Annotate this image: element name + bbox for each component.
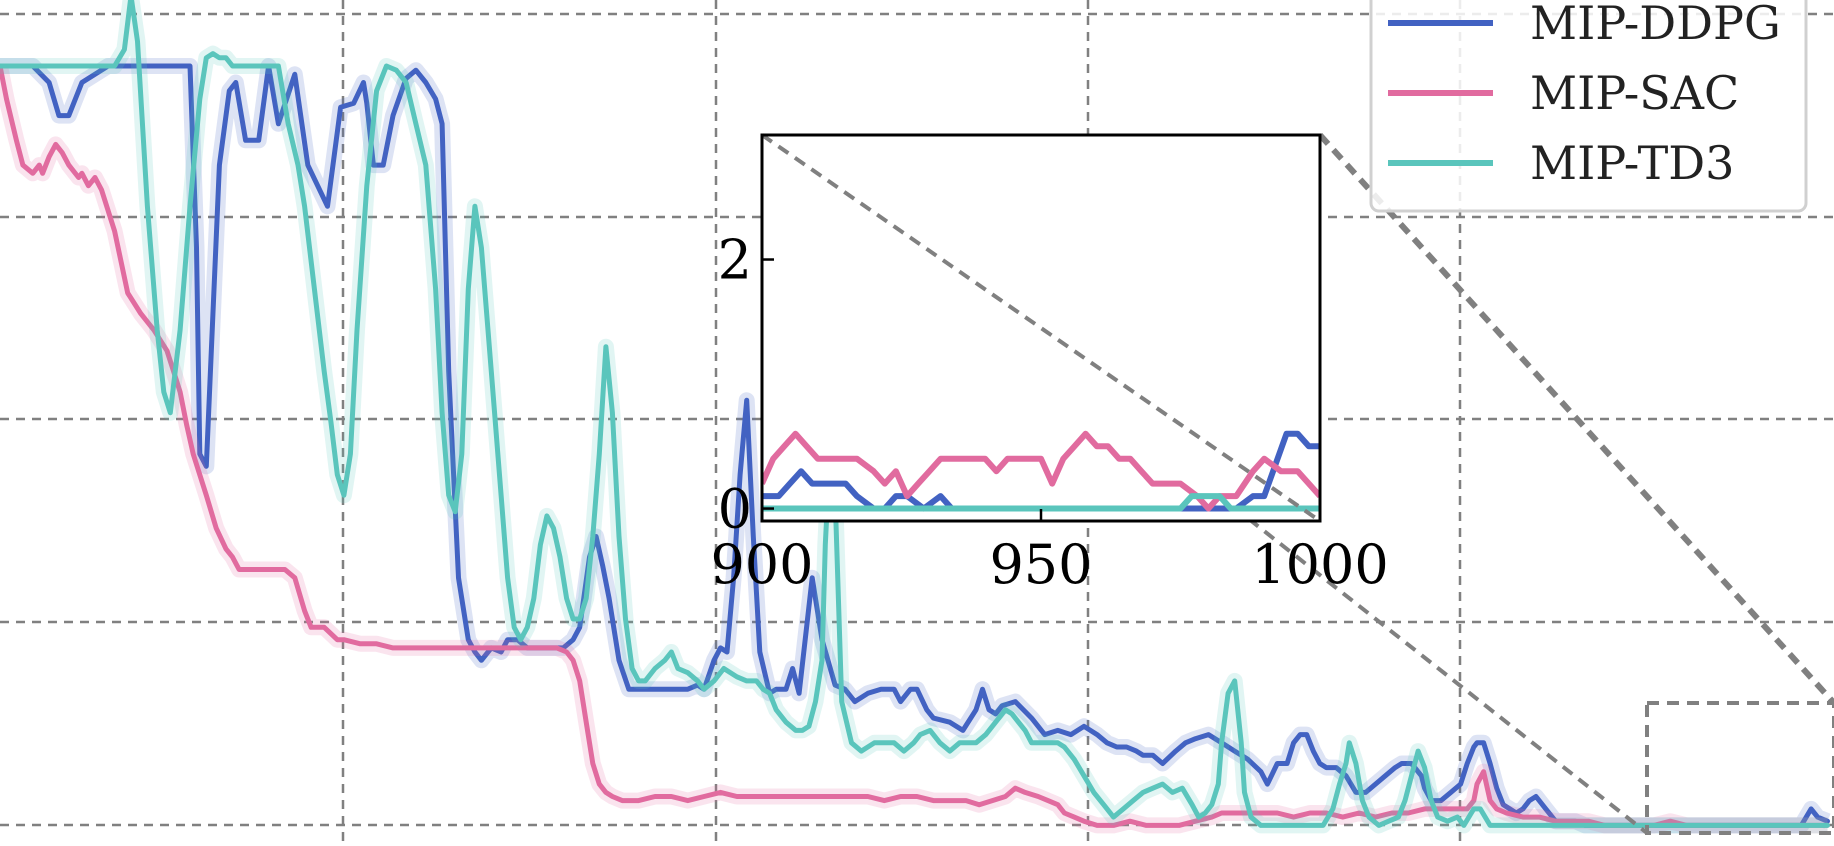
zoom-guide-line [1317, 132, 1834, 706]
zoom-guide-line [760, 133, 1322, 523]
inset-x-tick-label: 900 [710, 533, 813, 596]
inset-x-tick-label: 950 [989, 533, 1092, 596]
legend-label-mip-sac: MIP-SAC [1530, 66, 1739, 120]
legend-label-mip-td3: MIP-TD3 [1530, 136, 1734, 190]
inset-series-group [762, 430, 1320, 512]
legend-label-mip-ddpg: MIP-DDPG [1530, 0, 1781, 50]
series-line-mip-sac [0, 63, 1830, 828]
legend-box [1369, 0, 1808, 213]
zoom-region-box [1645, 701, 1834, 835]
series-line-mip-td3 [0, 0, 1830, 828]
legend: MIP-DDPG MIP-SAC MIP-TD3 [1369, 0, 1808, 213]
inset-plot: 900 950 1000 0 2 [710, 133, 1389, 596]
inset-y-tick-label: 2 [718, 229, 752, 292]
inset-y-tick-label: 0 [718, 478, 752, 541]
series-line-mip-ddpg [0, 63, 1830, 828]
inset-series-line-mip-td3 [762, 493, 1320, 512]
inset-x-tick-label: 1000 [1251, 533, 1388, 596]
